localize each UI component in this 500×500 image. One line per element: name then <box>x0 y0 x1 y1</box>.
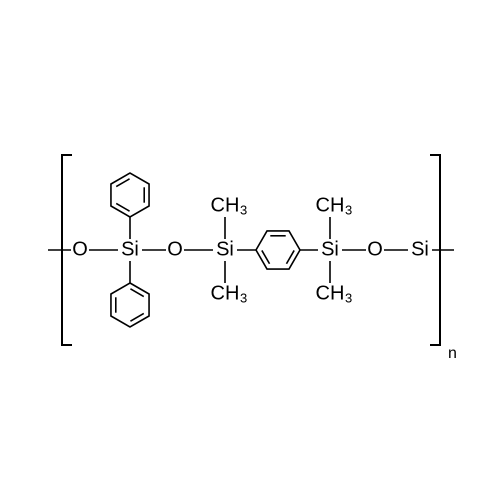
atom-O-12: O <box>167 238 183 260</box>
atom-Si-1: Si <box>121 238 139 260</box>
ch3-si2-down-sub: 3 <box>240 290 247 305</box>
ch3-si3-down: CH <box>316 282 345 304</box>
chemical-structure: OSiOSiSiOSiCH3CH3CH3CH3n <box>0 0 500 500</box>
repeat-n: n <box>448 345 457 362</box>
ch3-si2-down: CH <box>211 282 240 304</box>
atom-Si-2: Si <box>216 238 234 260</box>
ch3-si3-down-sub: 3 <box>345 290 352 305</box>
ch3-si3-up-sub: 3 <box>345 202 352 217</box>
atom-O-34: O <box>367 238 383 260</box>
atom-O-left: O <box>72 238 88 260</box>
ch3-si2-up: CH <box>211 194 240 216</box>
atom-Si-4: Si <box>411 238 429 260</box>
ch3-si2-up-sub: 3 <box>240 202 247 217</box>
ch3-si3-up: CH <box>316 194 345 216</box>
atom-Si-3: Si <box>321 238 339 260</box>
